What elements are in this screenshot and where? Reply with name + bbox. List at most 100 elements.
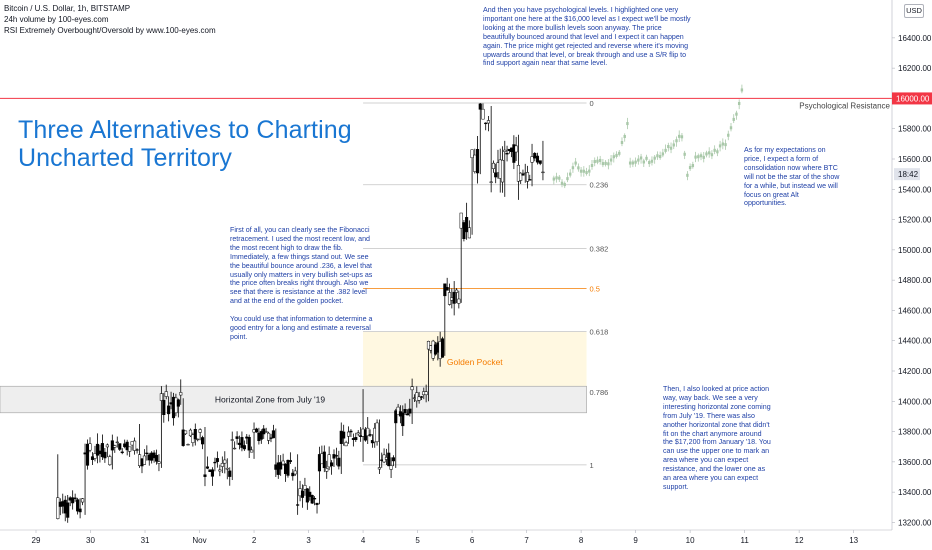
projection-body — [713, 148, 716, 152]
candle-body — [366, 427, 370, 437]
candle-body — [541, 171, 545, 174]
projection-body — [705, 152, 708, 156]
projection-body — [672, 143, 675, 147]
projection-body — [626, 122, 629, 126]
time-tick-label: 11 — [740, 536, 749, 545]
candle-body — [514, 145, 518, 153]
candle-body — [377, 467, 381, 470]
candle-body — [303, 485, 307, 490]
price-axis-background — [892, 0, 932, 550]
time-tick-label: 30 — [86, 536, 95, 545]
candle-body — [235, 436, 239, 439]
current-price-badge — [894, 168, 920, 181]
candle-body — [473, 154, 477, 172]
projection-body — [642, 160, 645, 164]
candle-body — [419, 396, 424, 398]
candle-body — [120, 451, 124, 454]
currency-button[interactable]: USD — [904, 4, 924, 18]
candle-body — [125, 441, 129, 451]
indicator-rsi[interactable]: RSI Extremely Overbought/Oversold by www… — [4, 26, 216, 35]
note-psychological-levels: And then you have psychological levels. … — [483, 6, 691, 68]
candle-body — [491, 162, 495, 169]
time-tick-label: 6 — [470, 536, 475, 545]
candle-body — [145, 452, 149, 454]
golden-pocket-label: Golden Pocket — [447, 357, 503, 367]
projection-body — [571, 166, 575, 170]
fibonacci-retracement: Golden Pocket 0 0.236 0.382 0.5 0.618 0.786 1 — [363, 99, 608, 470]
candle-body — [440, 338, 445, 358]
fib-level-label: 1 — [590, 461, 594, 470]
candle-body — [391, 457, 395, 462]
candle-body — [505, 153, 509, 155]
candle-body — [233, 447, 237, 450]
projection-body — [735, 112, 738, 116]
projection-body — [645, 156, 648, 160]
candle-body — [342, 431, 346, 439]
candle-body — [228, 470, 232, 477]
candle-body — [356, 432, 360, 435]
price-tick-label: 13400.00 — [898, 488, 932, 497]
candle-body — [525, 172, 530, 182]
candle-body — [521, 173, 525, 176]
projection-body — [590, 163, 594, 168]
candle-body — [417, 396, 421, 401]
price-axis[interactable]: 13200.00 13400.00 13600.00 13800.00 14000.00… — [891, 0, 932, 550]
horizontal-zone-area — [0, 385, 587, 414]
time-tick-label: 8 — [579, 536, 584, 545]
projection-body — [593, 160, 596, 164]
price-tick-label: 13600.00 — [898, 458, 932, 467]
candle-body — [259, 431, 263, 440]
time-tick-label: 9 — [633, 536, 638, 545]
headline-line-2: Uncharted Territory — [18, 144, 233, 172]
candle-body — [375, 422, 379, 443]
note-horizontal-zone: Then, I also looked at price action way,… — [663, 385, 771, 491]
time-axis[interactable]: 29 30 31 Nov 2 3 4 5 6 7 8 9 10 11 12 13 — [0, 529, 892, 545]
candle-body — [250, 449, 254, 453]
candle-body — [334, 455, 338, 457]
candle-body — [528, 179, 532, 181]
candle-body — [95, 443, 99, 456]
candle-body — [396, 406, 400, 415]
projection-body — [724, 143, 727, 147]
candle-body — [538, 160, 542, 164]
projection-body — [710, 153, 714, 157]
candle-body — [167, 405, 171, 415]
candle-body — [327, 454, 331, 468]
projection-body — [588, 169, 591, 173]
candle-body — [218, 469, 222, 472]
candle-body — [242, 445, 246, 450]
candle-body — [519, 172, 523, 181]
candle-body — [113, 445, 117, 448]
projection-body — [560, 181, 564, 185]
projection-body — [718, 144, 722, 148]
projection-body — [686, 173, 689, 177]
candle-body — [118, 443, 122, 450]
candle-body — [405, 413, 409, 416]
fib-level-label: 0 — [590, 99, 594, 108]
candle-body — [88, 443, 92, 451]
projection-body — [669, 146, 673, 150]
candle-body — [368, 434, 372, 436]
projection-body — [620, 140, 624, 145]
time-tick-label: 13 — [849, 536, 858, 545]
candle-body — [210, 469, 214, 477]
fib-level-label: 0.618 — [590, 328, 609, 337]
price-tick-label: 13800.00 — [898, 428, 932, 437]
candle-body — [264, 431, 268, 433]
candle-body — [66, 502, 70, 518]
note-fibonacci: First of all, you can clearly see the Fi… — [230, 226, 373, 341]
candle-body — [108, 456, 112, 466]
projection-body — [729, 126, 733, 130]
indicator-volume[interactable]: 24h volume by 100-eyes.com — [4, 15, 109, 24]
time-tick-label: 29 — [32, 536, 41, 545]
candle-body — [198, 429, 202, 433]
candle-body — [503, 149, 507, 152]
candle-body — [530, 156, 534, 163]
candle-body — [128, 446, 132, 452]
projection-body — [716, 150, 719, 154]
candle-body — [408, 408, 412, 414]
candle-body — [465, 217, 469, 233]
price-tick-label: 14800.00 — [898, 276, 932, 285]
time-tick-label: 31 — [141, 536, 150, 545]
